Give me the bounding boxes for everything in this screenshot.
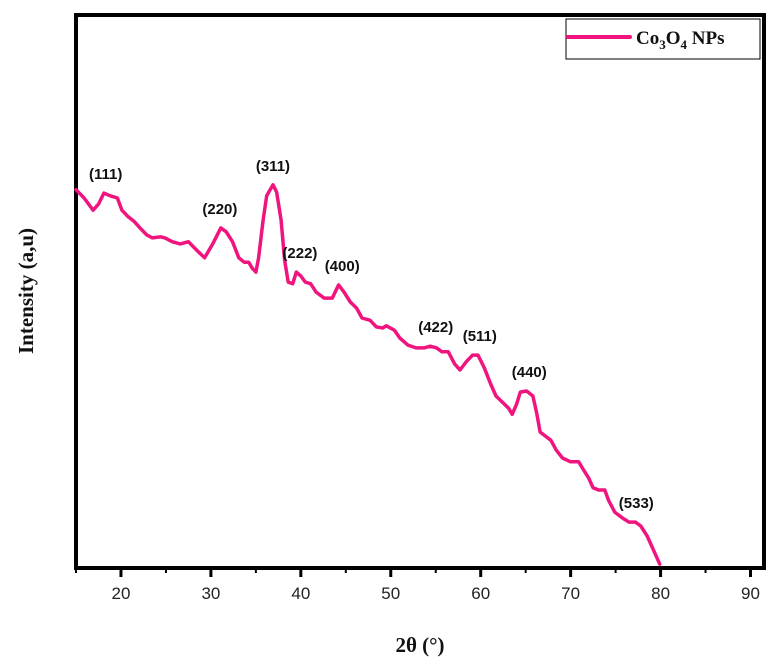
x-axis: 20 30 40 50 60 70 80 90 bbox=[75, 568, 760, 603]
legend-label-base: Co bbox=[636, 28, 659, 49]
x-axis-title: 2θ (°) bbox=[395, 633, 444, 657]
peak-label: (422) bbox=[418, 319, 453, 336]
peak-annotations: (111) (220) (311) (222) (400) (422) (511) (440)… bbox=[89, 158, 654, 512]
x-tick-label: 80 bbox=[651, 584, 670, 603]
legend-label-sub2: 4 bbox=[681, 37, 688, 52]
x-tick-label: 40 bbox=[291, 584, 310, 603]
series-line-co3o4 bbox=[74, 183, 662, 566]
peak-label: (400) bbox=[325, 258, 360, 275]
peak-label: (311) bbox=[256, 158, 290, 175]
x-tick-label: 30 bbox=[201, 584, 220, 603]
peak-label: (222) bbox=[282, 245, 317, 262]
legend-label-suffix: NPs bbox=[687, 28, 724, 49]
plot-frame bbox=[74, 13, 766, 570]
x-tick-label: 70 bbox=[561, 584, 580, 603]
legend-label-sub1: 3 bbox=[659, 37, 666, 52]
legend-label: Co3O4 NPs bbox=[636, 28, 725, 52]
legend-label-mid: O bbox=[666, 28, 681, 49]
peak-label: (111) bbox=[89, 166, 122, 183]
peak-label: (511) bbox=[463, 328, 497, 345]
x-tick-label: 60 bbox=[471, 584, 490, 603]
y-axis-title: Intensity (a,u) bbox=[14, 228, 38, 354]
x-tick-label: 20 bbox=[112, 584, 131, 603]
x-tick-label: 90 bbox=[741, 584, 760, 603]
series-layer bbox=[74, 183, 662, 566]
peak-label: (220) bbox=[202, 201, 237, 218]
peak-label: (533) bbox=[619, 495, 654, 512]
legend: Co3O4 NPs bbox=[565, 18, 761, 60]
x-tick-label: 50 bbox=[381, 584, 400, 603]
peak-label: (440) bbox=[512, 364, 547, 381]
